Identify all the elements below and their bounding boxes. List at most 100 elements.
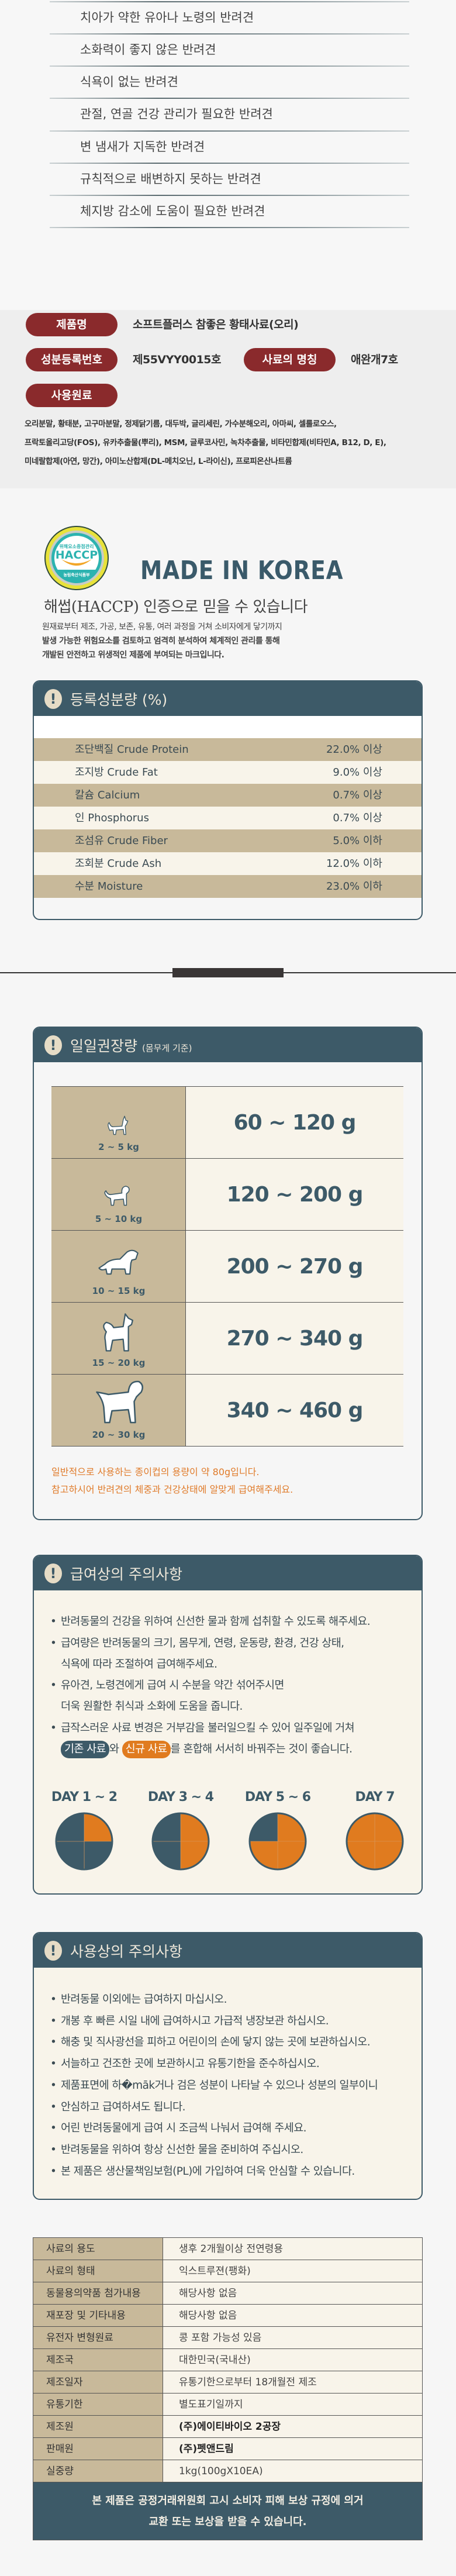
registration-number: 제55VYY0015호 [133,353,222,366]
feeding-row: 15 ~ 20 kg 270 ~ 340 g [51,1303,403,1375]
checklist-divider [50,66,409,67]
nutrient-value: 0.7% 이상 [333,812,382,824]
day-pie [346,1812,404,1871]
checklist-item: 소화력이 좋지 않은 반려견 [80,43,216,57]
exclamation-icon: ! [44,1563,62,1583]
ingredients-line: 오리분말, 황태분, 고구마분말, 정제닭기름, 대두박, 글리세린, 가수분해… [25,419,337,429]
feed-name: 애완개7호 [351,353,398,366]
info-row: 유전자 변형원료 콩 포함 가능성 있음 [33,2327,422,2349]
info-key: 유전자 변형원료 [33,2327,163,2348]
info-key: 사료의 형태 [33,2260,163,2282]
info-key: 판매원 [33,2438,163,2460]
new-food-tag: 신규 사료 [122,1741,171,1758]
nutrient-name: 조지방 Crude Fat [75,766,158,779]
checklist-item: 식욕이 없는 반려견 [80,75,178,89]
haccp-logo: 위해요소중점관리 HACCP 농림축산식품부 [44,525,109,591]
checklist-item: 변 냄새가 지독한 반려견 [80,140,205,154]
pie-outline [55,1812,113,1871]
weight-range: 2 ~ 5 kg [98,1142,139,1152]
feeding-row: 5 ~ 10 kg 120 ~ 200 g [51,1159,403,1231]
info-value: 생후 2개월이상 전연령용 [163,2238,422,2260]
banner-line: 본 제품은 공정거래위원회 고시 소비자 피해 보상 규정에 의거 [92,2495,364,2507]
weight-range: 5 ~ 10 kg [95,1214,143,1224]
usage-caution-item: 개봉 후 빠른 시일 내에 급여하시고 가급적 냉장보관 하십시오. [50,2011,329,2032]
feeding-note: 참고하시어 반려견의 체중과 건강상태에 알맞게 급여해주세요. [51,1484,293,1495]
feeding-title-sub: (몸무게 기준) [141,1042,192,1053]
ingredients-line: 미네랄합제(아연, 망간), 아미노산합제(DL-메치오닌, L-라이신), 프… [25,457,292,466]
composition-spacer [34,716,422,738]
composition-title: 등록성분량 (%) [70,691,168,708]
info-row: 제조국 대한민국(국내산) [33,2349,422,2371]
info-row: 유통기한 별도표기일까지 [33,2394,422,2416]
feeding-table-top-border [51,1086,403,1087]
caution-item: 반려동물의 건강을 위하여 신선한 물과 함께 섭취할 수 있도록 해주세요. [50,1611,371,1633]
product-name-label: 제품명 [26,313,118,336]
checklist-divider [50,195,409,196]
pie-outline [151,1812,210,1871]
info-value: 1kg(100gX10EA) [163,2460,422,2482]
feeding-cautions-box: ! 급여상의 주의사항 반려동물의 건강을 위하여 신선한 물과 함께 섭취할 … [33,1555,423,1895]
weight-range: 10 ~ 15 kg [92,1286,146,1296]
nutrient-value: 23.0% 이하 [326,880,382,893]
weight-cell: 2 ~ 5 kg [51,1087,186,1158]
haccp-logo-bottom-text: 농림축산식품부 [63,573,90,577]
divider-bar [172,968,284,977]
usage-caution-item: 제품표면에 하�māk거나 검은 성분이 나타날 수 있으나 성분의 일부이니 [50,2075,378,2096]
info-value: 별도표기일까지 [163,2394,422,2415]
feeding-row: 20 ~ 30 kg 340 ~ 460 g [51,1375,403,1447]
nutrient-name: 조회분 Crude Ash [75,857,162,870]
caution-item: 급여량은 반려동물의 크기, 몸무게, 연령, 운동량, 환경, 건강 상태, [50,1633,344,1654]
checklist-item: 규칙적으로 배변하지 못하는 반려견 [80,172,261,186]
product-info-section: 제품명 소프트플러스 참좋은 황태사료(오리) 성분등록번호 제55VYY001… [0,310,456,488]
info-value: 해당사항 없음 [163,2282,422,2304]
feeding-header: ! 일일권장량 (몸무게 기준) [34,1028,422,1062]
exclamation-icon: ! [44,1035,62,1055]
product-info-table: 사료의 용도 생후 2개월이상 전연령용 사료의 형태 익스트루젼(팽화) 동물용의약품… [33,2237,423,2540]
composition-row: 수분 Moisture 23.0% 이하 [34,875,422,898]
day-label: DAY 1 ~ 2 [51,1790,118,1804]
spitz-dog-icon [94,1311,144,1355]
pie-outline [346,1812,404,1871]
old-food-tag: 기존 사료 [61,1741,109,1758]
haccp-logo-main-text: HACCP [55,549,98,562]
composition-row: 조지방 Crude Fat 9.0% 이상 [34,761,422,784]
feeding-amount: 200 ~ 270 g [186,1231,403,1302]
day-pie [55,1812,113,1871]
info-row: 사료의 형태 익스트루젼(팽화) [33,2260,422,2282]
usage-caution-item: 서늘하고 건조한 곳에 보관하시고 유통기한을 준수하십시오. [50,2054,320,2075]
exclamation-icon: ! [44,688,62,709]
info-value: (주)에이티바이오 2공장 [163,2416,422,2437]
composition-row: 조섬유 Crude Fiber 5.0% 이하 [34,829,422,852]
composition-row: 조단백질 Crude Protein 22.0% 이상 [34,738,422,761]
feeding-amount: 340 ~ 460 g [186,1375,403,1446]
info-value: 해당사항 없음 [163,2305,422,2326]
nutrient-value: 22.0% 이상 [326,743,382,756]
composition-row: 조회분 Crude Ash 12.0% 이하 [34,852,422,875]
feed-name-label: 사료의 명칭 [244,348,336,371]
checklist-divider [50,163,409,164]
checklist-divider [50,98,409,99]
usage-caution-item: 반려동물을 위하여 항상 신선한 물을 준비하여 주십시오. [50,2140,303,2161]
info-key: 실중량 [33,2460,163,2482]
exclamation-icon: ! [44,1940,62,1961]
info-key: 제조국 [33,2349,163,2371]
nutrient-value: 9.0% 이상 [333,766,382,779]
made-in-korea: MADE IN KOREA [140,556,344,586]
info-value: (주)펫앤드림 [163,2438,422,2460]
feeding-cautions-title: 급여상의 주의사항 [70,1565,182,1583]
info-key: 재포장 및 기타내용 [33,2305,163,2326]
feeding-amount: 270 ~ 340 g [186,1303,403,1374]
feeding-row: 10 ~ 15 kg 200 ~ 270 g [51,1231,403,1303]
nutrient-name: 인 Phosphorus [75,812,149,824]
info-rows: 사료의 용도 생후 2개월이상 전연령용 사료의 형태 익스트루젼(팽화) 동물용의약품… [33,2238,422,2482]
registration-label: 성분등록번호 [26,348,118,371]
feeding-amount: 60 ~ 120 g [186,1087,403,1158]
caution-item: 식욕에 따라 조절하여 급여해주세요. [61,1658,217,1671]
nutrient-value: 12.0% 이하 [326,857,382,870]
info-value: 콩 포함 가능성 있음 [163,2327,422,2348]
haccp-description-line: 발생 가능한 위험요소를 검토하고 엄격히 분석하여 체계적인 관리를 통해 [42,636,280,646]
haccp-description: 원재료부터 제조, 가공, 보존, 유통, 여러 과정을 거쳐 소비자에게 닿기… [42,620,282,662]
nutrient-name: 조단백질 Crude Protein [75,743,189,756]
info-row: 사료의 용도 생후 2개월이상 전연령용 [33,2238,422,2260]
